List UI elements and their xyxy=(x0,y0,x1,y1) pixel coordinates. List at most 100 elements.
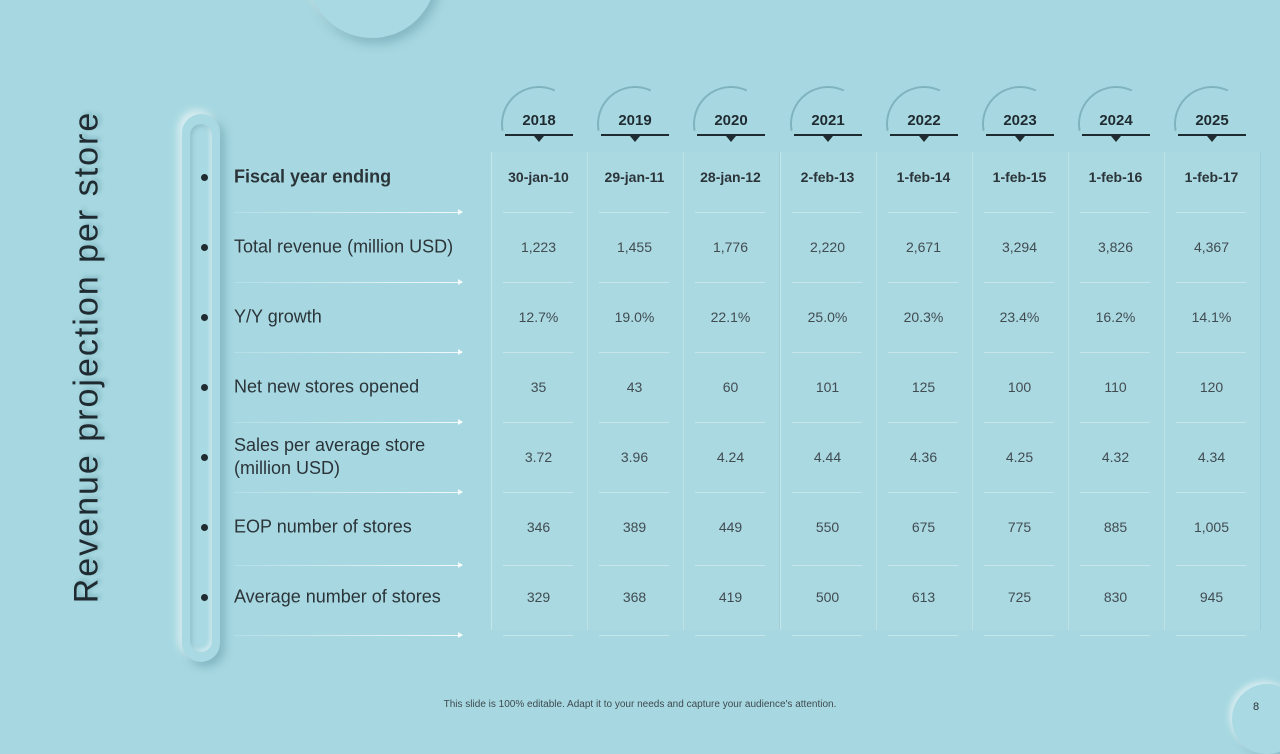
title-container: Revenue projection per store xyxy=(60,110,114,605)
table-cell: 449 xyxy=(718,519,743,535)
row-bullet-icon xyxy=(201,244,208,251)
cell-separator xyxy=(1176,635,1246,636)
year-column-panel xyxy=(876,152,973,630)
cell-separator xyxy=(792,492,862,493)
row-bullet-icon xyxy=(201,314,208,321)
row-label: Net new stores opened xyxy=(234,376,420,397)
cell-separator xyxy=(1080,282,1150,283)
table-cell: 1,223 xyxy=(520,239,557,255)
cell-separator xyxy=(792,422,862,423)
row-separator-arrow xyxy=(234,349,463,355)
year-header: 2024 xyxy=(1078,86,1154,142)
year-label: 2021 xyxy=(811,112,845,129)
table-cell: 120 xyxy=(1199,379,1224,395)
table-cell: 3,826 xyxy=(1097,239,1134,255)
cell-separator xyxy=(1080,635,1150,636)
table-cell: 4.36 xyxy=(909,449,938,465)
cell-separator xyxy=(695,422,765,423)
year-label: 2022 xyxy=(907,112,941,129)
year-header: 2020 xyxy=(693,86,769,142)
cell-separator xyxy=(1176,492,1246,493)
row-bullet-icon xyxy=(201,384,208,391)
cell-separator xyxy=(503,422,573,423)
year-column-panel xyxy=(1068,152,1165,630)
cell-separator xyxy=(503,212,573,213)
year-header: 2019 xyxy=(597,86,673,142)
table-cell: 550 xyxy=(815,519,840,535)
row-label: Total revenue (million USD) xyxy=(234,236,454,257)
header-underline xyxy=(986,134,1054,136)
row-bullet-icon xyxy=(201,594,208,601)
table-cell: 4.25 xyxy=(1005,449,1034,465)
table-cell: 29-jan-11 xyxy=(604,169,665,185)
cell-separator xyxy=(1080,422,1150,423)
table-cell: 100 xyxy=(1007,379,1032,395)
table-cell: 110 xyxy=(1104,379,1127,395)
row-label: EOP number of stores xyxy=(234,516,412,537)
table-cell: 3,294 xyxy=(1001,239,1038,255)
row-label: Fiscal year ending xyxy=(234,166,392,187)
footer-note: This slide is 100% editable. Adapt it to… xyxy=(443,699,837,710)
cell-separator xyxy=(1176,212,1246,213)
table-cell: 23.4% xyxy=(999,309,1040,325)
cell-separator xyxy=(599,282,669,283)
table-cell: 125 xyxy=(911,379,936,395)
header-underline xyxy=(505,134,573,136)
cell-separator xyxy=(984,282,1054,283)
table-cell: 30-jan-10 xyxy=(508,169,569,185)
year-label: 2019 xyxy=(618,112,652,129)
table-cell: 775 xyxy=(1007,519,1032,535)
row-separator-arrow xyxy=(234,279,463,285)
header-underline xyxy=(601,134,669,136)
cell-separator xyxy=(984,422,1054,423)
cell-separator xyxy=(984,635,1054,636)
cell-separator xyxy=(984,492,1054,493)
table-cell: 945 xyxy=(1199,589,1224,605)
cell-separator xyxy=(599,635,669,636)
table-cell: 4.32 xyxy=(1101,449,1130,465)
year-header: 2018 xyxy=(501,86,577,142)
cell-separator xyxy=(1176,565,1246,566)
table-cell: 28-jan-12 xyxy=(700,169,761,185)
table-cell: 1-feb-17 xyxy=(1184,169,1239,185)
cell-separator xyxy=(984,565,1054,566)
cell-separator xyxy=(888,492,958,493)
table-cell: 20.3% xyxy=(903,309,944,325)
cell-separator xyxy=(503,635,573,636)
header-pointer-icon xyxy=(534,136,544,142)
table-cell: 675 xyxy=(911,519,936,535)
year-column-panel xyxy=(780,152,877,630)
row-bullet-icon xyxy=(201,524,208,531)
table-cell: 3.72 xyxy=(524,449,553,465)
row-bullet-icon xyxy=(201,174,208,181)
header-pointer-icon xyxy=(1111,136,1121,142)
year-label: 2020 xyxy=(714,112,748,129)
cell-separator xyxy=(792,635,862,636)
table-cell: 16.2% xyxy=(1095,309,1136,325)
header-pointer-icon xyxy=(1015,136,1025,142)
table-cell: 329 xyxy=(526,589,551,605)
cell-separator xyxy=(792,212,862,213)
year-column-panel xyxy=(683,152,780,630)
cell-separator xyxy=(695,492,765,493)
header-underline xyxy=(1178,134,1246,136)
cell-separator xyxy=(695,565,765,566)
table-cell: 419 xyxy=(718,589,743,605)
cell-separator xyxy=(599,352,669,353)
cell-separator xyxy=(599,422,669,423)
row-bullet-icon xyxy=(201,454,208,461)
row-separator-arrow xyxy=(234,489,463,495)
year-label: 2025 xyxy=(1195,112,1229,129)
table-cell: 4,367 xyxy=(1193,239,1230,255)
header-underline xyxy=(794,134,862,136)
table-cell: 4.34 xyxy=(1197,449,1226,465)
table-cell: 1-feb-14 xyxy=(896,169,951,185)
cell-separator xyxy=(888,282,958,283)
table-cell: 613 xyxy=(911,589,936,605)
table-cell: 19.0% xyxy=(614,309,655,325)
table-cell: 22.1% xyxy=(710,309,751,325)
table-cell: 2,671 xyxy=(905,239,942,255)
row-separator-arrow xyxy=(234,562,463,568)
header-underline xyxy=(890,134,958,136)
header-underline xyxy=(697,134,765,136)
